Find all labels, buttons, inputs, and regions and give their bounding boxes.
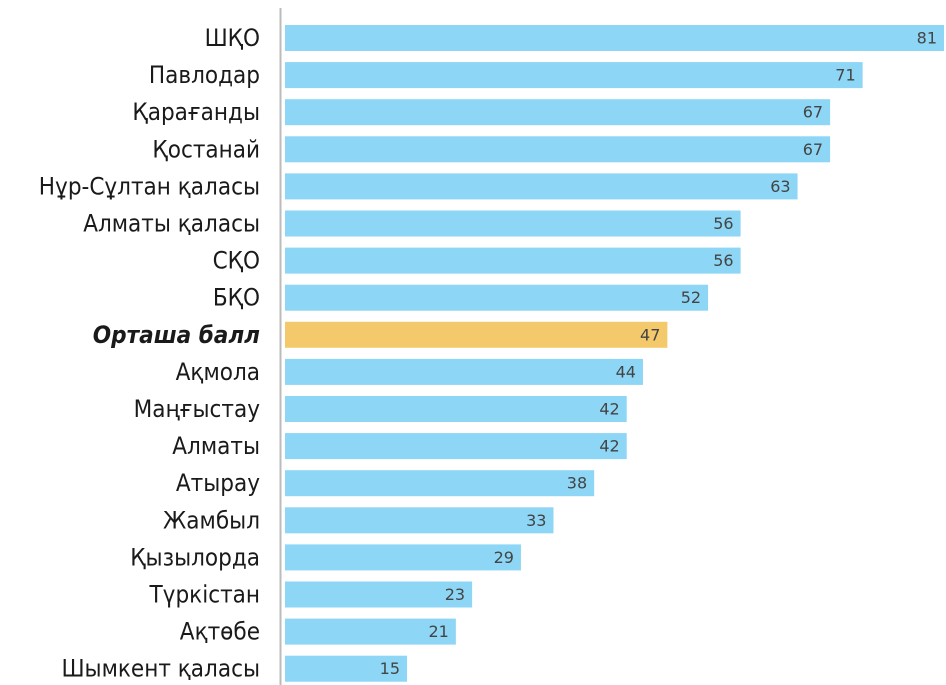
category-label: Павлодар: [149, 61, 260, 89]
bar: [285, 396, 627, 422]
category-label: Қостанай: [152, 135, 260, 163]
bar: [285, 136, 831, 163]
bar: [285, 284, 709, 311]
category-label: Орташа балл: [93, 321, 260, 349]
bar: [285, 655, 408, 682]
value-label: 44: [616, 362, 636, 381]
value-label: 56: [713, 214, 733, 233]
value-label: 63: [770, 177, 790, 196]
category-label: БҚО: [213, 284, 260, 312]
bar: [285, 210, 741, 237]
category-label: Алматы қаласы: [83, 210, 260, 238]
category-label: Қарағанды: [132, 98, 260, 126]
value-label: 81: [917, 29, 937, 48]
category-label: Маңғыстау: [134, 395, 261, 423]
value-label: 15: [380, 659, 400, 678]
bar: [285, 433, 627, 460]
bar: [285, 173, 798, 200]
category-label: ШҚО: [205, 24, 260, 52]
category-label: Атырау: [176, 469, 260, 497]
category-label: Түркістан: [148, 581, 260, 609]
category-label: Жамбыл: [163, 506, 260, 534]
category-label: СҚО: [213, 247, 260, 275]
value-label: 21: [428, 622, 448, 641]
bar: [285, 507, 554, 534]
value-label: 47: [640, 325, 660, 344]
category-label: Ақтөбе: [180, 618, 260, 646]
bar: [285, 618, 456, 645]
bar: [285, 321, 668, 348]
bar: [285, 358, 643, 385]
bar: [285, 25, 944, 51]
bar: [285, 99, 831, 126]
value-label: 52: [681, 288, 701, 307]
value-label: 23: [445, 585, 465, 604]
bar: [285, 247, 741, 274]
category-label: Нұр-Сұлтан қаласы: [39, 172, 260, 200]
bar: [285, 581, 473, 608]
category-label: Қызылорда: [130, 543, 260, 571]
value-label: 71: [835, 66, 855, 85]
category-label: Шымкент қаласы: [61, 655, 260, 683]
bar: [285, 62, 863, 89]
value-label: 56: [713, 251, 733, 270]
value-label: 33: [526, 511, 546, 530]
value-label: 29: [494, 548, 514, 567]
bar: [285, 544, 521, 571]
category-label: Ақмола: [176, 358, 260, 386]
category-label: Алматы: [172, 432, 260, 460]
value-label: 42: [599, 437, 619, 456]
value-label: 38: [567, 474, 587, 493]
value-label: 42: [599, 400, 619, 419]
bar: [285, 470, 595, 497]
value-label: 67: [803, 103, 823, 122]
value-label: 67: [803, 140, 823, 159]
